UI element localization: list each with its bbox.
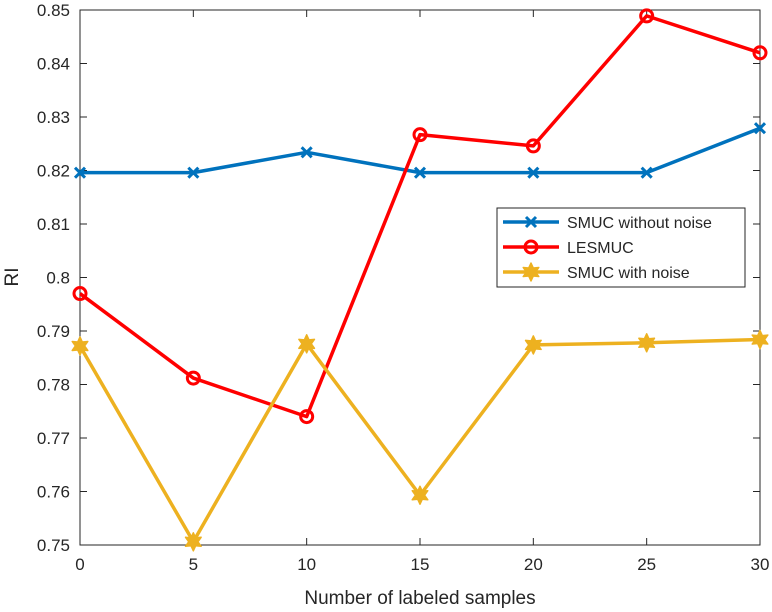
y-tick-label: 0.84 [37, 55, 70, 74]
data-point-lesmuc [72, 286, 88, 302]
data-point-lesmuc [412, 127, 428, 143]
data-point-smuc-with-noise [751, 329, 769, 350]
data-point-lesmuc [752, 45, 768, 61]
data-point-smuc-without-noise [753, 122, 767, 135]
data-point-smuc-without-noise [527, 166, 540, 179]
series-layer [71, 8, 769, 552]
series-line-lesmuc [78, 14, 761, 419]
x-tick-label: 30 [751, 555, 770, 574]
data-point-lesmuc [639, 8, 655, 24]
data-point-smuc-with-noise [524, 335, 542, 355]
y-tick-label: 0.76 [37, 483, 70, 502]
legend-marker-smuc-with-noise [522, 262, 540, 282]
data-point-smuc-with-noise [71, 336, 89, 356]
legend-label-smuc-without-noise: SMUC without noise [567, 215, 712, 232]
y-tick-label: 0.81 [37, 215, 70, 234]
legend: SMUC without noise LESMUC SMUC with noise [496, 207, 746, 288]
x-tick-label: 10 [297, 555, 316, 574]
x-axis-label: Number of labeled samples [304, 588, 535, 609]
series-lesmuc [72, 8, 768, 425]
x-tick-label: 25 [637, 555, 656, 574]
data-point-lesmuc [525, 138, 541, 154]
data-point-smuc-with-noise [298, 334, 316, 354]
data-point-smuc-without-noise [300, 146, 313, 159]
y-tick-label: 0.77 [37, 429, 70, 448]
series-smuc-without-noise [73, 122, 767, 179]
y-tick-label: 0.85 [37, 1, 70, 20]
data-point-smuc-with-noise [184, 532, 202, 552]
y-tick-label: 0.83 [37, 108, 70, 127]
legend-marker-lesmuc [523, 239, 539, 255]
data-point-lesmuc [299, 409, 315, 425]
data-point-smuc-with-noise [411, 485, 429, 505]
series-smuc-with-noise [71, 329, 769, 552]
y-tick-label: 0.79 [37, 322, 70, 341]
x-tick-label: 15 [411, 555, 430, 574]
y-tick-label: 0.82 [37, 162, 70, 181]
data-point-smuc-with-noise [638, 333, 656, 353]
y-tick-label: 0.75 [37, 536, 70, 555]
data-point-lesmuc [185, 370, 201, 386]
legend-marker-smuc-without-noise [524, 215, 538, 229]
x-tick-label: 20 [524, 555, 543, 574]
data-point-smuc-without-noise [640, 166, 653, 179]
axes: 0 5 10 15 20 25 30 0.75 0.76 0.77 0.78 0.79 0.8 0.81 0… [37, 1, 770, 574]
y-tick-label: 0.78 [37, 376, 70, 395]
data-point-smuc-without-noise [187, 166, 200, 179]
data-point-smuc-without-noise [413, 166, 427, 179]
legend-label-lesmuc: LESMUC [567, 240, 634, 257]
data-point-smuc-without-noise [73, 166, 87, 179]
y-axis-label: RI [2, 268, 23, 287]
legend-label-smuc-with-noise: SMUC with noise [567, 265, 690, 282]
x-tick-label: 5 [189, 555, 198, 574]
x-tick-label: 0 [75, 555, 84, 574]
y-tick-label: 0.8 [46, 269, 70, 288]
